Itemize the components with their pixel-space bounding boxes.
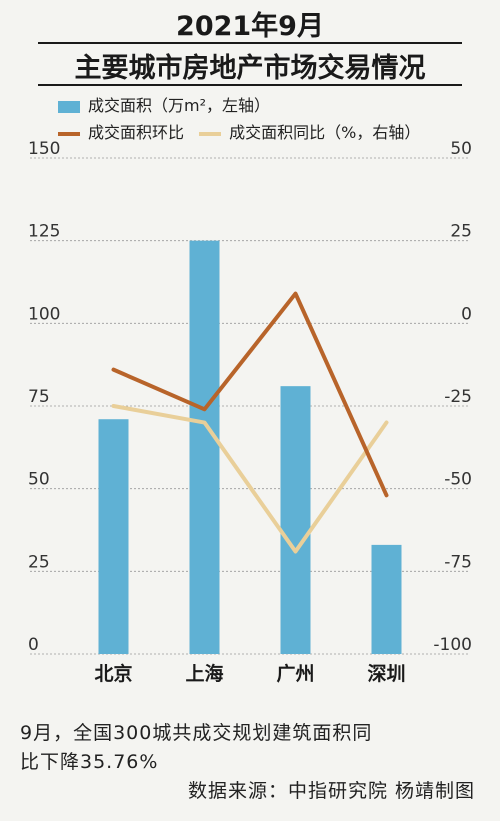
right-tick-label: -75 — [444, 552, 472, 572]
right-tick-label: 25 — [450, 222, 472, 242]
legend-label-mom: 成交面积环比 — [88, 123, 185, 142]
legend-swatch-yoy — [199, 131, 222, 136]
bar-深圳 — [371, 544, 402, 654]
right-tick-label: -25 — [444, 387, 472, 407]
category-label: 深圳 — [367, 662, 405, 685]
left-tick-label: 25 — [28, 552, 50, 572]
right-tick-label: -100 — [433, 635, 472, 655]
footer-source: 数据来源：中指研究院 杨靖制图 — [187, 780, 475, 802]
bar-layer — [98, 240, 402, 654]
series-line-yoy — [111, 404, 389, 554]
right-tick-label: 50 — [450, 139, 472, 159]
left-tick-label: 0 — [28, 635, 39, 655]
x-axis-categories: 北京 上海 广州 深圳 — [94, 662, 405, 685]
bar-上海 — [189, 240, 220, 654]
legend-swatch-bar — [58, 100, 80, 113]
category-label: 北京 — [94, 662, 132, 685]
legend-label-yoy: 成交面积同比（%，右轴） — [229, 123, 421, 142]
footer-note-line1: 9月，全国300城共成交规划建筑面积同 — [20, 722, 373, 744]
legend-item-bar: 成交面积（万m²，左轴） — [58, 92, 270, 116]
line-layer — [111, 291, 389, 554]
left-tick-label: 125 — [28, 222, 60, 242]
category-label: 上海 — [185, 662, 223, 685]
bar-广州 — [280, 386, 311, 654]
chart-title-line1: 2021年9月 — [176, 11, 324, 42]
title-divider-top — [38, 42, 462, 44]
category-label: 广州 — [276, 662, 314, 685]
chart-plot: 0 25 50 75 100 125 150 -100 -75 -50 -25 0 25 50 北京 上海… — [28, 139, 472, 685]
right-tick-label: -50 — [444, 470, 472, 490]
legend-swatch-mom — [58, 131, 80, 136]
left-tick-label: 50 — [28, 470, 50, 490]
legend-item-lines: 成交面积环比 成交面积同比（%，右轴） — [58, 119, 420, 143]
legend-label-bar: 成交面积（万m²，左轴） — [88, 96, 271, 115]
left-tick-label: 150 — [28, 139, 60, 159]
grid-layer — [30, 157, 470, 655]
left-tick-label: 75 — [28, 387, 50, 407]
left-axis-ticks: 0 25 50 75 100 125 150 — [28, 139, 60, 655]
title-divider-bottom — [38, 84, 462, 86]
chart-title-line2: 主要城市房地产市场交易情况 — [74, 53, 426, 84]
footer-note-line2: 比下降35.76% — [20, 751, 159, 773]
bar-北京 — [98, 419, 129, 654]
series-line-mom — [111, 291, 389, 498]
right-tick-label: 0 — [461, 304, 472, 324]
right-axis-ticks: -100 -75 -50 -25 0 25 50 — [433, 139, 472, 655]
left-tick-label: 100 — [28, 304, 60, 324]
